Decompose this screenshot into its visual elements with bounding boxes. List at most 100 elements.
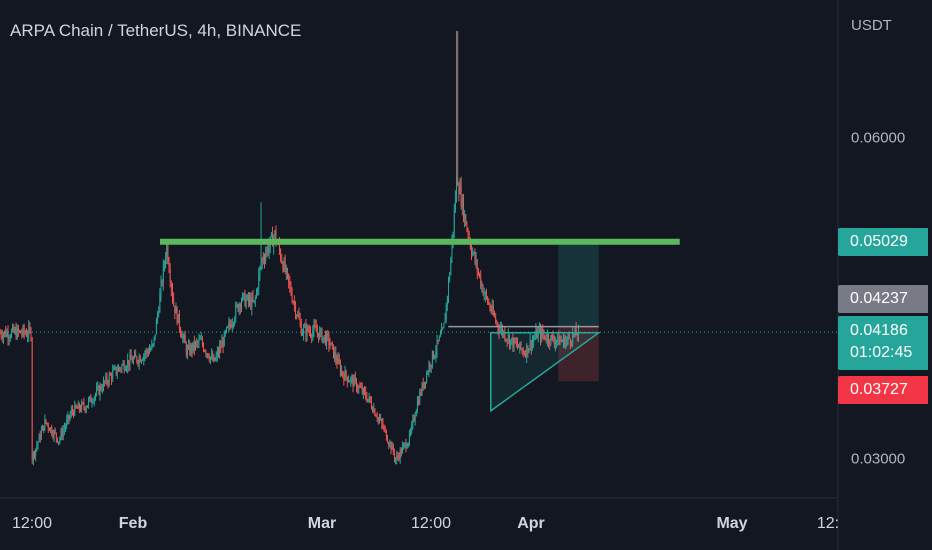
candle-body	[533, 339, 535, 341]
candle-body	[215, 355, 217, 361]
candle-body	[567, 335, 569, 339]
chart-title[interactable]: ARPA Chain / TetherUS, 4h, BINANCE	[10, 21, 302, 40]
candle-body	[142, 359, 144, 361]
candle-body	[548, 335, 549, 343]
candle-body	[39, 434, 41, 439]
candle-body	[334, 352, 336, 358]
candle-body	[105, 376, 107, 383]
candle-body	[552, 335, 554, 341]
candle-body	[487, 296, 489, 303]
candle-body	[395, 457, 397, 459]
candle-body	[549, 342, 551, 345]
candle-body	[529, 340, 531, 349]
candle-body	[100, 385, 102, 390]
candle-body	[540, 328, 541, 339]
candle-body	[264, 260, 265, 262]
candle-body	[208, 357, 210, 361]
candle-body	[211, 354, 213, 357]
candle-body	[532, 340, 533, 349]
candle-body	[243, 293, 245, 295]
candle-body	[237, 304, 239, 311]
level-price-tag[interactable]: 0.04237	[838, 285, 928, 313]
candle-body	[407, 442, 409, 447]
candle-body	[459, 186, 461, 194]
candle-body	[70, 410, 72, 415]
candle-body	[288, 273, 290, 282]
candle-body	[91, 402, 93, 404]
candle-body	[92, 401, 94, 403]
candle-body	[74, 404, 76, 416]
candle-body	[514, 338, 516, 343]
candle-body	[302, 333, 303, 336]
candle-body	[231, 324, 233, 328]
candle-body	[201, 338, 203, 345]
candle-body	[372, 407, 374, 412]
target-zone[interactable]	[558, 241, 599, 327]
x-tick-label: May	[716, 515, 748, 532]
candle-body	[29, 326, 31, 330]
candle-body	[482, 285, 484, 295]
candle-body	[556, 340, 558, 342]
candle-body	[320, 329, 322, 331]
ascending-triangle[interactable]	[490, 331, 602, 413]
candle-body	[152, 344, 154, 346]
candle-body	[149, 350, 150, 354]
candle-body	[14, 329, 16, 333]
candle-body	[353, 377, 355, 387]
candle-body	[528, 348, 530, 353]
candle-body	[67, 415, 69, 420]
position-zones[interactable]	[558, 241, 599, 382]
candle-body	[234, 318, 236, 324]
candle-body	[415, 410, 417, 417]
candle-body	[207, 353, 209, 358]
candle-body	[123, 363, 125, 371]
candle-body	[359, 386, 361, 388]
candle-body	[475, 260, 477, 262]
candle-body	[404, 443, 406, 445]
candle-body	[442, 328, 444, 330]
stop-loss-price-tag[interactable]: 0.03727	[838, 376, 928, 404]
candle-body	[107, 382, 109, 384]
candle-body	[246, 295, 248, 300]
candle-body	[506, 339, 508, 341]
candle-body	[153, 336, 155, 345]
candle-body	[411, 424, 413, 432]
candle-body	[414, 416, 416, 421]
candle-body	[187, 348, 188, 355]
candle-body	[31, 338, 33, 461]
price-axis-currency[interactable]: USDT	[851, 17, 892, 34]
candle-body	[322, 336, 324, 342]
candle-body	[446, 297, 448, 304]
drawing-tools[interactable]	[0, 238, 838, 413]
candle-body	[563, 336, 564, 342]
candle-body	[457, 178, 459, 187]
candle-body	[351, 377, 353, 379]
candle-body	[526, 345, 528, 357]
candle-body	[189, 344, 191, 354]
candle-body	[306, 326, 308, 336]
candle-body	[490, 308, 492, 312]
candle-body	[572, 333, 574, 344]
candle-body	[281, 259, 283, 263]
candle-body	[544, 335, 546, 340]
candle-body	[310, 331, 311, 336]
candle-body	[321, 329, 323, 342]
candle-body	[282, 262, 284, 271]
candle-body	[167, 243, 169, 262]
candle-body	[137, 361, 139, 364]
candle-body	[289, 281, 291, 286]
current-price-tag[interactable]: 0.04186 01:02:45	[838, 316, 928, 370]
candle-body	[553, 340, 555, 345]
candle-body	[297, 314, 299, 316]
take-profit-price-tag[interactable]: 0.05029	[838, 228, 928, 256]
candle-body	[371, 401, 372, 408]
candle-body	[51, 427, 53, 435]
candle-body	[150, 348, 152, 351]
candle-body	[136, 356, 138, 362]
candle-body	[421, 383, 423, 395]
candle-body	[252, 296, 254, 301]
candle-body	[299, 318, 301, 324]
candle-body	[27, 335, 29, 337]
